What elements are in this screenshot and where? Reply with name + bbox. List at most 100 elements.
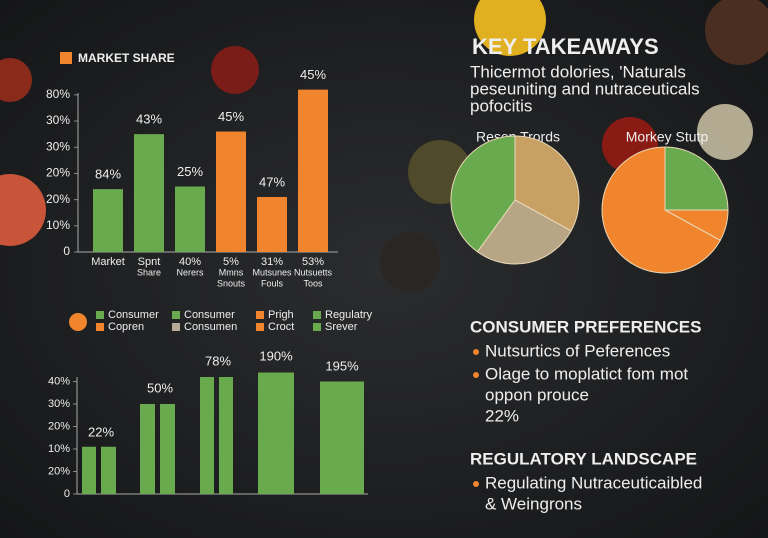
y-tick-label: 20% — [48, 420, 70, 432]
y-tick-label: 0 — [64, 488, 70, 500]
bullet-dot — [473, 349, 479, 355]
y-tick-label: 20% — [48, 465, 70, 477]
x-tick-label: Spnt — [138, 256, 161, 268]
bar — [216, 131, 246, 252]
bar — [200, 377, 214, 494]
decor — [697, 104, 753, 160]
bar-label: 43% — [136, 112, 162, 127]
bar-label: 22% — [88, 424, 114, 439]
y-tick-label: 30% — [46, 139, 70, 153]
takeaways-line: pofocitis — [470, 96, 532, 115]
x-tick-label: Market — [91, 256, 125, 268]
bullet-text: Olage to moplatict fom mot — [485, 364, 688, 383]
decor — [705, 0, 768, 65]
bullet-text: oppon prouce — [485, 385, 589, 404]
bar — [258, 372, 294, 494]
bar-label: 190% — [259, 348, 293, 363]
legend-swatch — [313, 323, 321, 331]
bar — [134, 134, 164, 252]
bar-label: 45% — [218, 109, 244, 124]
bar-label: 47% — [259, 174, 285, 189]
bar — [160, 404, 175, 494]
bar — [320, 381, 364, 494]
bullet-text: 22% — [485, 406, 519, 425]
bar — [175, 186, 205, 252]
bar — [298, 89, 328, 252]
apple-icon — [69, 313, 87, 331]
legend-label: Prigh — [268, 309, 294, 321]
y-tick-label: 10% — [48, 443, 70, 455]
bar-label: 78% — [205, 353, 231, 368]
y-tick-label: 20% — [46, 192, 70, 206]
bullet-text: Nutsurtics of Peferences — [485, 341, 670, 360]
pie-slice — [476, 199, 572, 265]
pie-slice — [664, 146, 729, 211]
takeaways-title: KEY TAKEAWAYS — [472, 34, 659, 59]
x-tick-label: Mutsunes — [252, 267, 292, 277]
y-tick-label: 10% — [46, 218, 70, 232]
x-tick-label: 31% — [261, 256, 283, 268]
decor — [211, 46, 259, 94]
legend-label: Consumer — [108, 309, 159, 321]
y-tick-label: 30% — [48, 398, 70, 410]
legend-label: Consumen — [184, 321, 237, 333]
bar — [93, 189, 123, 252]
legend-label: Croct — [268, 321, 294, 333]
x-tick-label: Nutsuetts — [294, 267, 333, 277]
x-tick-label: Share — [137, 267, 161, 277]
bar — [140, 404, 155, 494]
legend-swatch — [96, 311, 104, 319]
legend-label: Consumer — [184, 309, 235, 321]
x-tick-label: Nerers — [176, 267, 204, 277]
y-tick-label: 80% — [46, 87, 70, 101]
section-title: REGULATORY LANDSCAPE — [470, 449, 697, 468]
decor — [0, 174, 46, 246]
pie-slice — [601, 146, 721, 274]
bar-label: 195% — [325, 358, 359, 373]
y-tick-label: 30% — [46, 113, 70, 127]
pie-title: Morkey Stutp — [626, 129, 709, 145]
legend-swatch — [96, 323, 104, 331]
x-tick-label: Toos — [303, 278, 323, 288]
takeaways-line: Thicermot dolories, 'Naturals — [470, 62, 686, 81]
bar — [101, 446, 116, 494]
bar — [82, 446, 96, 494]
bar-label: 25% — [177, 164, 203, 179]
legend-swatch — [313, 311, 321, 319]
bar-label: 50% — [147, 380, 173, 395]
decor — [0, 58, 32, 102]
x-tick-label: Snouts — [217, 278, 246, 288]
x-tick-label: 5% — [223, 256, 239, 268]
decor — [474, 0, 546, 56]
legend-swatch — [60, 52, 72, 64]
pie-slice — [450, 135, 516, 253]
takeaways-line: peseuniting and nutraceuticals — [470, 79, 700, 98]
x-tick-label: 53% — [302, 256, 324, 268]
legend-label: MARKET SHARE — [78, 51, 175, 65]
legend-label: Copren — [108, 321, 144, 333]
bar-label: 45% — [300, 67, 326, 82]
legend-swatch — [256, 311, 264, 319]
legend-swatch — [256, 323, 264, 331]
legend-label: Regulatry — [325, 309, 373, 321]
bullet-text: & Weingrons — [485, 494, 582, 513]
pie-slice — [514, 135, 580, 232]
y-tick-label: 0 — [63, 244, 70, 258]
legend-swatch — [172, 311, 180, 319]
decor — [380, 232, 440, 292]
y-tick-label: 40% — [48, 375, 70, 387]
bar-label: 84% — [95, 167, 121, 182]
x-tick-label: Mmns — [219, 267, 244, 277]
bullet-dot — [473, 372, 479, 378]
bar — [257, 197, 287, 252]
bullet-dot — [473, 481, 479, 487]
legend-label: Srever — [325, 321, 358, 333]
x-tick-label: Fouls — [261, 278, 284, 288]
section-title: CONSUMER PREFERENCES — [470, 317, 701, 336]
y-tick-label: 20% — [46, 166, 70, 180]
bar — [219, 377, 233, 494]
x-tick-label: 40% — [179, 256, 201, 268]
legend-swatch — [172, 323, 180, 331]
bullet-text: Regulating Nutraceuticaibled — [485, 473, 702, 492]
